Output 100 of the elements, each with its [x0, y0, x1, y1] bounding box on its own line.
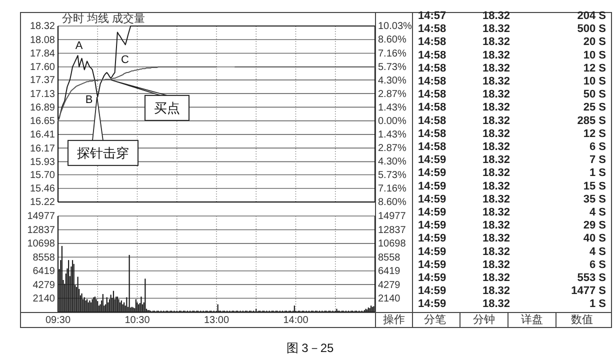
data-label: 18.32 [482, 62, 510, 74]
chart-title: 分时 均线 成交量 [62, 12, 146, 25]
y-tick-label: 17.13 [30, 88, 56, 100]
data-label: 18.32 [482, 141, 510, 153]
y2-tick-label: 4279 [378, 280, 401, 291]
data-label: 18.32 [482, 23, 510, 36]
data-label: 20 S [583, 36, 606, 48]
y2-tick-label: 6419 [378, 266, 401, 278]
category-label: 14:58 [418, 23, 446, 36]
data-label: 18.32 [482, 272, 510, 284]
data-label: 50 S [583, 88, 606, 101]
data-label: 40 S [583, 232, 606, 245]
data-label: 18.32 [482, 246, 510, 258]
y-tick-label: 17.84 [30, 48, 56, 60]
category-label: 14:58 [418, 76, 446, 88]
data-label: 18.32 [482, 128, 510, 140]
y2-tick-label: 0.00% [378, 116, 406, 127]
data-label: 29 S [583, 220, 606, 232]
category-label: 14:59 [418, 180, 446, 192]
y2-tick-label: 2140 [378, 293, 401, 304]
y-tick-label: 15.93 [30, 156, 56, 168]
category-label: 14:59 [418, 154, 446, 166]
data-label: 10 S [583, 76, 606, 88]
annotation: A [75, 40, 84, 52]
y2-tick-label: 2.87% [378, 88, 406, 100]
caption: 图 3－25 [286, 341, 334, 355]
data-label: 18.32 [482, 180, 510, 192]
data-label: 12 S [583, 128, 606, 140]
category-label: 14:58 [418, 36, 446, 48]
y-tick-label: 17.60 [30, 62, 56, 74]
y-tick-label: 15.46 [30, 184, 56, 195]
y2-tick-label: 5.73% [378, 62, 406, 73]
y-tick-label: 16.65 [30, 116, 56, 128]
x-tick-label: 13:00 [204, 315, 230, 326]
data-label: 18.32 [482, 36, 510, 48]
data-label: 285 S [577, 114, 606, 127]
data-label: 15 S [583, 180, 606, 192]
y-tick-label: 16.41 [30, 130, 56, 141]
annotation: C [121, 54, 130, 66]
data-label: 18.32 [482, 49, 510, 62]
data-label: 500 S [577, 23, 606, 36]
y2-tick-label: 4.30% [378, 156, 406, 168]
annotation: B [85, 94, 93, 106]
data-label: 1 S [589, 298, 606, 310]
data-label: 25 S [583, 102, 606, 114]
y2-tick-label: 7.16% [378, 48, 406, 60]
y2-tick-label: 1.43% [378, 102, 406, 114]
data-label: 18.32 [482, 167, 510, 180]
data-label: 18.32 [482, 258, 510, 271]
data-label: 4 S [589, 246, 606, 258]
data-label: 18.32 [482, 10, 510, 22]
data-label: 18.32 [482, 102, 510, 114]
text: 详盘 [521, 313, 543, 326]
y2-tick-label: 12837 [378, 224, 406, 236]
y-tick-label: 2140 [32, 293, 56, 304]
data-label: 18.32 [482, 114, 510, 127]
data-label: 1 S [589, 167, 606, 180]
y-tick-label: 17.37 [30, 75, 56, 86]
category-label: 14:58 [418, 49, 446, 62]
y2-tick-label: 8.60% [378, 34, 406, 46]
category-label: 14:59 [418, 193, 446, 206]
category-label: 14:58 [418, 128, 446, 140]
data-label: 18.32 [482, 298, 510, 310]
y-tick-label: 15.70 [30, 170, 56, 181]
x-tick-label: 14:00 [283, 315, 309, 326]
annotation: 买点 [154, 100, 180, 116]
y2-tick-label: 7.16% [378, 184, 406, 195]
data-label: 1477 S [571, 285, 606, 298]
category-label: 14:59 [418, 298, 446, 310]
category-label: 14:58 [418, 102, 446, 114]
data-label: 4 S [589, 206, 606, 218]
data-label: 204 S [577, 10, 606, 22]
data-label: 18.32 [482, 232, 510, 245]
y2-tick-label: 10698 [378, 238, 406, 250]
y2-tick-label: 8558 [378, 252, 401, 264]
y2-tick-label: 14977 [378, 211, 406, 222]
y2-tick-label: 8.60% [378, 197, 406, 208]
data-label: 6 S [589, 141, 606, 153]
data-label: 553 S [577, 272, 606, 284]
category-label: 14:59 [418, 232, 446, 245]
category-label: 14:59 [418, 272, 446, 284]
annotation: 探针击穿 [77, 145, 129, 160]
category-label: 14:59 [418, 246, 446, 258]
y2-tick-label: 10.03% [378, 21, 412, 32]
data-label: 18.32 [482, 220, 510, 232]
y-tick-label: 12837 [27, 224, 56, 236]
y-tick-label: 10698 [27, 238, 56, 250]
category-label: 14:59 [418, 167, 446, 180]
y2-tick-label: 2.87% [378, 143, 406, 154]
y-tick-label: 6419 [32, 266, 56, 278]
y-tick-label: 18.08 [30, 34, 56, 46]
x-tick-label: 09:30 [45, 315, 71, 326]
category-label: 14:58 [418, 88, 446, 101]
category-label: 14:58 [418, 114, 446, 127]
text: 数值 [571, 314, 593, 326]
data-label: 18.32 [482, 193, 510, 206]
y2-tick-label: 1.43% [378, 129, 406, 140]
category-label: 14:58 [418, 141, 446, 153]
data-label: 18.32 [482, 76, 510, 88]
category-label: 14:59 [418, 285, 446, 298]
